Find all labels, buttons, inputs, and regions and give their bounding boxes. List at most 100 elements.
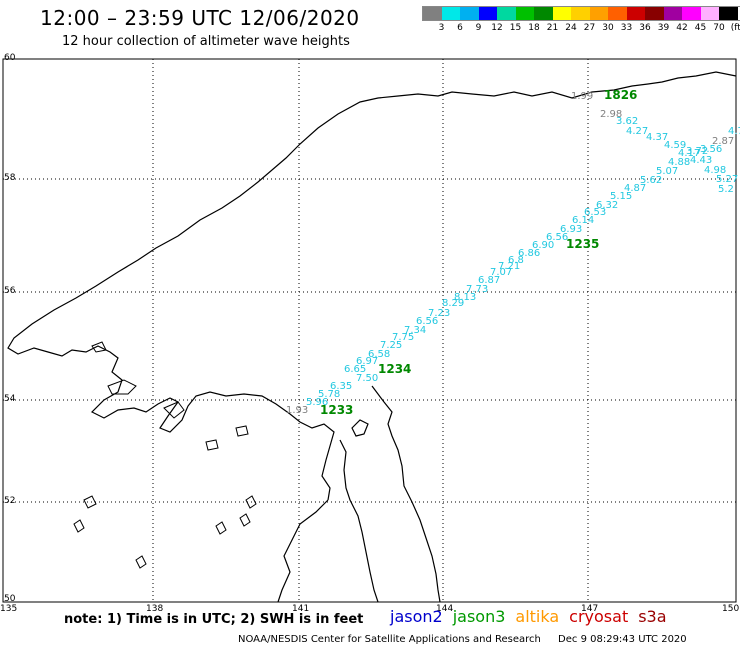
swh-reading: 8.29: [442, 298, 464, 309]
swh-reading: 3.62: [616, 116, 638, 127]
lon-label: 150: [722, 604, 739, 614]
swh-reading: 2.98: [600, 109, 622, 120]
swh-reading: 7.07: [490, 267, 512, 278]
swh-reading: 6.87: [478, 275, 500, 286]
color-scale-box: [682, 7, 701, 20]
swh-reading: 6.32: [596, 200, 618, 211]
color-scale-label: 12: [491, 23, 503, 33]
swh-reading: 7.23: [428, 308, 450, 319]
color-scale-box: [423, 7, 442, 20]
coastline-mainland: [339, 439, 379, 603]
color-scale-label: 27: [583, 23, 596, 33]
swh-reading: 6.8: [508, 255, 524, 266]
island: [163, 401, 185, 419]
lon-label: 138: [146, 604, 163, 614]
swh-reading: 6.56: [546, 232, 568, 243]
color-scale-label: (ft): [730, 23, 740, 33]
islands: [73, 341, 257, 569]
color-scale-box: [700, 7, 719, 20]
island: [239, 513, 251, 527]
swh-reading: 6.58: [368, 349, 390, 360]
swh-reading: 4.87: [624, 183, 646, 194]
color-scale-label: 6: [457, 23, 463, 33]
color-scale-label: 30: [602, 23, 614, 33]
satellite-altika: altika: [515, 607, 560, 626]
lat-label: 60: [4, 53, 16, 63]
swh-readings: 1.99 2.87 4.7 3.56 4.98 5.27 5.2 2.98 3.…: [286, 91, 740, 416]
color-scale-box: [719, 7, 738, 20]
lat-label: 58: [4, 173, 16, 183]
swh-reading: 6.86: [518, 248, 540, 259]
lon-label: 144: [436, 604, 453, 614]
footer: NOAA/NESDIS Center for Satellite Applica…: [238, 634, 687, 645]
page-subtitle: 12 hour collection of altimeter wave hei…: [62, 34, 350, 49]
island: [235, 425, 249, 437]
swh-reading: 8.13: [454, 292, 476, 303]
swh-reading: 4.27: [626, 126, 648, 137]
coastline-bay: [351, 419, 369, 437]
swh-reading: 6.53: [584, 207, 606, 218]
island: [107, 379, 137, 395]
swh-reading: 2.87: [712, 136, 734, 147]
swh-reading: 6.14: [572, 215, 594, 226]
color-scale-box: [515, 7, 534, 20]
axis-labels: 60 58 56 54 52 50 135 138 141 144 147 15…: [0, 53, 739, 614]
swh-reading: 1.93: [286, 405, 308, 416]
color-scale-label: 3: [438, 23, 445, 33]
color-scale-label: 9: [475, 23, 482, 33]
color-scale-boxes: [422, 6, 740, 21]
coastline-lower-mainland: [277, 499, 329, 603]
swh-reading: 4.17: [678, 148, 700, 159]
color-scale-label: 15: [509, 23, 522, 33]
color-scale-label: 24: [565, 23, 577, 33]
color-scale-box: [571, 7, 590, 20]
color-scale-label: 70: [713, 23, 725, 33]
swh-reading: 4.7: [728, 126, 740, 137]
satellite-s3a: s3a: [638, 607, 667, 626]
swh-reading: 3.56: [700, 144, 722, 155]
lat-label: 54: [4, 394, 16, 404]
track-time-label: 1235: [566, 237, 599, 251]
lat-label: 52: [4, 496, 15, 506]
island: [205, 439, 219, 451]
swh-reading: 4.59: [664, 140, 686, 151]
island: [215, 521, 227, 535]
color-scale-box: [441, 7, 460, 20]
color-scale-box: [589, 7, 608, 20]
color-scale-label: 36: [639, 23, 651, 33]
lon-label: 147: [581, 604, 598, 614]
color-scale-box: [497, 7, 516, 20]
island: [73, 519, 85, 533]
color-scale-box: [663, 7, 682, 20]
swh-reading: 4.43: [690, 155, 712, 166]
swh-reading: 5.62: [640, 175, 662, 186]
swh-reading: 1.99: [571, 91, 593, 102]
coastline-sakhalin: [371, 385, 441, 603]
color-scale-box: [478, 7, 497, 20]
swh-reading: 6.97: [356, 356, 378, 367]
swh-reading: 5.78: [318, 389, 340, 400]
color-scale-label: 42: [676, 23, 688, 33]
track-time-label: 1233: [320, 403, 353, 417]
color-scale-label: 21: [546, 23, 559, 33]
color-scale-label: 33: [620, 23, 633, 33]
color-scale-label: 45: [694, 23, 707, 33]
footer-agency: NOAA/NESDIS Center for Satellite Applica…: [238, 634, 541, 645]
swh-reading: 6.93: [560, 224, 582, 235]
satellite-legend: jason2 jason3 altika cryosat s3a: [390, 607, 677, 626]
swh-reading: 7.73: [466, 284, 488, 295]
color-scale-box: [534, 7, 553, 20]
swh-reading: 4.98: [704, 165, 726, 176]
swh-reading: 6.35: [330, 381, 352, 392]
graticule: [3, 59, 736, 602]
lon-label: 135: [0, 604, 17, 614]
track-time-labels: 1826 1235 1234 1233: [320, 88, 637, 417]
swh-reading: 6.65: [344, 364, 366, 375]
swh-reading: 6.90: [532, 240, 554, 251]
swh-reading: 5.2: [718, 184, 734, 195]
lat-label: 56: [4, 286, 16, 296]
color-scale-box: [552, 7, 571, 20]
